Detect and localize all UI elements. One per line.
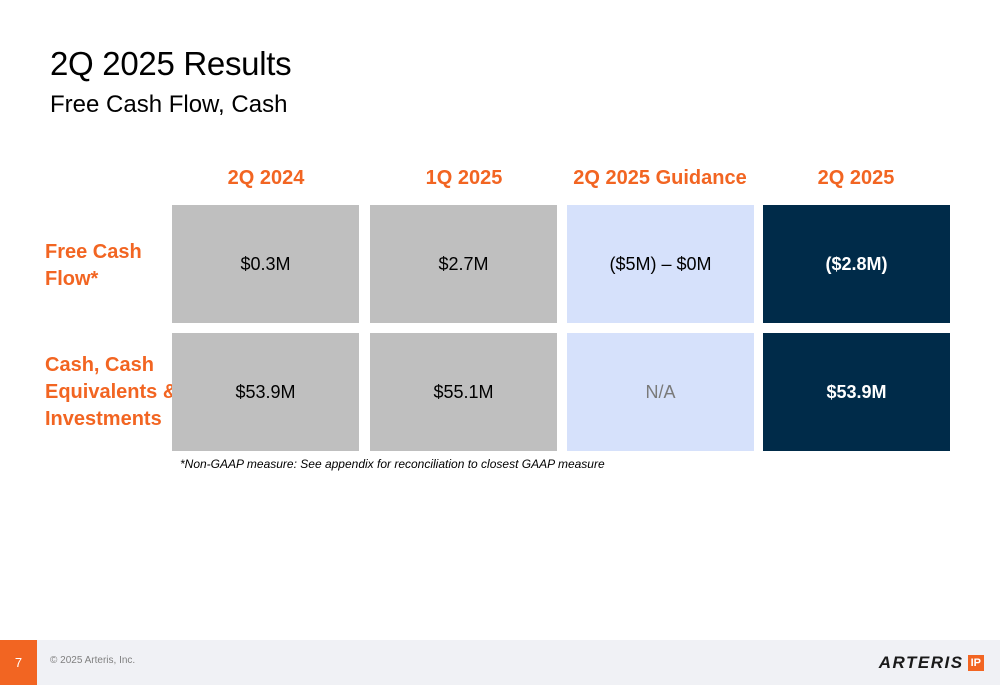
column-header-2q-2025: 2Q 2025 <box>817 167 895 189</box>
arteris-logo: ARTERIS IP <box>879 653 984 673</box>
row-label-line: Equivalents & <box>45 381 178 403</box>
cell-fcf-2q-2025: ($2.8M) <box>763 205 950 323</box>
row-label-line: Cash, Cash <box>45 354 154 376</box>
logo-text: ARTERIS <box>878 653 964 672</box>
row-label-cash-equivalents-investments: Cash, Cash Equivalents & Investments <box>45 352 177 433</box>
cell-fcf-2q-2024: $0.3M <box>172 205 359 323</box>
row-label-line: Investments <box>45 408 162 430</box>
page-title: 2Q 2025 Results <box>50 45 292 82</box>
footnote: *Non-GAAP measure: See appendix for reco… <box>180 457 605 471</box>
row-label-line: Flow* <box>45 268 99 290</box>
page-subtitle: Free Cash Flow, Cash <box>50 91 288 118</box>
column-header-2q-2025-guidance: 2Q 2025 Guidance <box>573 167 747 189</box>
cell-cash-2q-2025: $53.9M <box>763 333 950 451</box>
cell-cash-2q-2025-guidance: N/A <box>567 333 754 451</box>
logo-badge: IP <box>967 655 984 671</box>
column-header-2q-2024: 2Q 2024 <box>227 167 305 189</box>
row-label-free-cash-flow: Free Cash Flow* <box>45 239 142 293</box>
cell-fcf-2q-2025-guidance: ($5M) – $0M <box>567 205 754 323</box>
footer: 7 © 2025 Arteris, Inc. ARTERIS IP <box>0 640 1000 685</box>
cell-cash-2q-2024: $53.9M <box>172 333 359 451</box>
page-number: 7 <box>0 640 37 685</box>
cell-cash-1q-2025: $55.1M <box>370 333 557 451</box>
cell-fcf-1q-2025: $2.7M <box>370 205 557 323</box>
row-label-line: Free Cash <box>45 241 142 263</box>
column-header-1q-2025: 1Q 2025 <box>425 167 503 189</box>
copyright: © 2025 Arteris, Inc. <box>50 655 136 666</box>
